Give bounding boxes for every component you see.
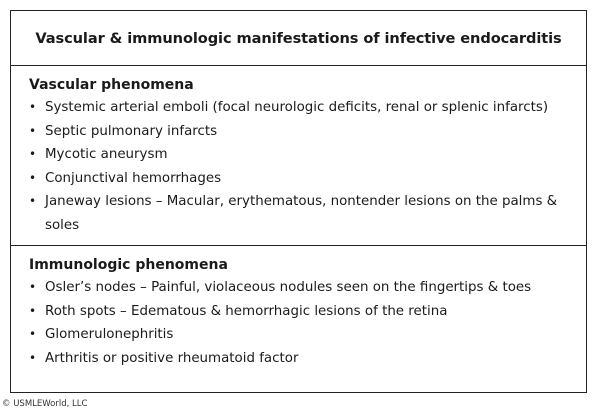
- copyright-notice: © USMLEWorld, LLC: [2, 399, 88, 409]
- list-item: • Janeway lesions – Macular, erythematous…: [29, 190, 586, 237]
- immunologic-list: • Osler’s nodes – Painful, violaceous nod…: [29, 276, 586, 370]
- list-item-text: Roth spots – Edematous & hemorrhagic les…: [45, 303, 448, 319]
- list-item: • Mycotic aneurysm: [29, 143, 586, 167]
- manifestations-table: Vascular & immunologic manifestations of…: [10, 10, 587, 393]
- list-item-text: Conjunctival hemorrhages: [45, 170, 222, 186]
- list-item-text: Arthritis or positive rheumatoid factor: [45, 350, 299, 366]
- bullet-icon: •: [29, 123, 37, 138]
- bullet-icon: •: [29, 170, 37, 185]
- bullet-icon: •: [29, 100, 37, 114]
- bullet-icon: •: [29, 194, 37, 208]
- list-item-text: Glomerulonephritis: [45, 327, 174, 342]
- list-item: • Glomerulonephritis: [29, 323, 586, 347]
- table-title: Vascular & immunologic manifestations of…: [11, 11, 586, 66]
- list-item: • Roth spots – Edematous & hemorrhagic le…: [29, 300, 586, 324]
- vascular-heading: Vascular phenomena: [29, 77, 194, 93]
- bullet-icon: •: [29, 350, 37, 365]
- list-item: • Systemic arterial emboli (focal neurolo…: [29, 96, 586, 120]
- list-item-text: Systemic arterial emboli (focal neurolog…: [45, 100, 549, 115]
- list-item-text: Janeway lesions – Macular, erythematous,…: [45, 194, 558, 233]
- bullet-icon: •: [29, 280, 37, 294]
- vascular-list: • Systemic arterial emboli (focal neurolo…: [29, 96, 586, 237]
- immunologic-section: Immunologic phenomena • Osler’s nodes – P…: [11, 246, 586, 370]
- list-item: • Conjunctival hemorrhages: [29, 167, 586, 191]
- bullet-icon: •: [29, 327, 37, 341]
- list-item: • Arthritis or positive rheumatoid factor: [29, 347, 586, 371]
- list-item-text: Septic pulmonary infarcts: [45, 123, 218, 139]
- list-item-text: Osler’s nodes – Painful, violaceous nodu…: [45, 280, 532, 295]
- list-item-text: Mycotic aneurysm: [45, 147, 168, 162]
- list-item: • Osler’s nodes – Painful, violaceous nod…: [29, 276, 586, 300]
- vascular-section: Vascular phenomena • Systemic arterial em…: [11, 66, 586, 246]
- bullet-icon: •: [29, 303, 37, 318]
- list-item: • Septic pulmonary infarcts: [29, 120, 586, 144]
- bullet-icon: •: [29, 147, 37, 161]
- immunologic-heading: Immunologic phenomena: [29, 257, 228, 273]
